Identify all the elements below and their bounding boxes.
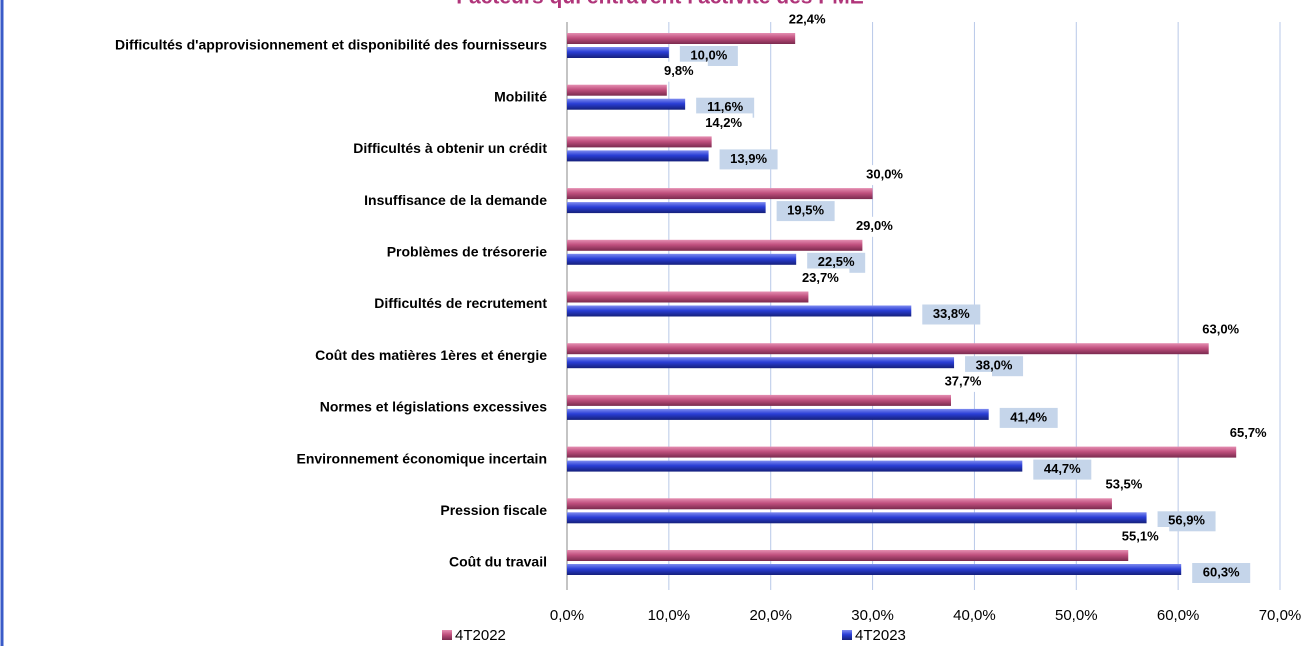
value-label-box bbox=[855, 165, 914, 186]
value-label-box bbox=[965, 356, 1024, 377]
value-label-box bbox=[1157, 511, 1216, 532]
value-label-box bbox=[1094, 475, 1153, 496]
value-label-box bbox=[1033, 459, 1092, 480]
value-label: 65,7% bbox=[1230, 425, 1267, 440]
value-label: 60,3% bbox=[1203, 564, 1240, 579]
value-label-box bbox=[1191, 320, 1250, 341]
value-label-box bbox=[934, 371, 993, 392]
value-label: 23,7% bbox=[802, 270, 839, 285]
bar bbox=[567, 188, 873, 200]
value-label: 10,0% bbox=[690, 47, 727, 62]
bar bbox=[567, 446, 1237, 458]
category-label: Pression fiscale bbox=[440, 502, 547, 518]
bar bbox=[567, 253, 797, 265]
category-label: Mobilité bbox=[494, 88, 547, 104]
bar bbox=[567, 291, 809, 303]
value-label: 53,5% bbox=[1105, 477, 1142, 492]
value-label: 37,7% bbox=[945, 373, 982, 388]
value-label-box bbox=[778, 10, 837, 30]
x-tick-label: 70,0% bbox=[1259, 607, 1302, 624]
category-label: Problèmes de trésorerie bbox=[387, 244, 548, 260]
value-label-box bbox=[1219, 423, 1278, 444]
bar bbox=[567, 239, 863, 251]
legend-swatch bbox=[842, 630, 852, 640]
bar bbox=[567, 305, 912, 317]
value-label: 11,6% bbox=[707, 99, 744, 114]
value-label-box bbox=[922, 304, 981, 325]
value-label-box bbox=[1192, 563, 1251, 583]
value-label: 63,0% bbox=[1202, 322, 1239, 337]
bar bbox=[567, 512, 1147, 524]
value-label: 33,8% bbox=[933, 306, 970, 321]
value-label: 22,4% bbox=[789, 11, 826, 26]
x-tick-label: 20,0% bbox=[749, 607, 792, 624]
x-tick-label: 0,0% bbox=[550, 607, 584, 624]
category-label: Insuffisance de la demande bbox=[364, 192, 547, 208]
x-tick-label: 30,0% bbox=[851, 607, 894, 624]
value-label: 44,7% bbox=[1044, 461, 1081, 476]
x-tick-label: 40,0% bbox=[953, 607, 996, 624]
bar bbox=[567, 408, 989, 420]
value-label: 9,8% bbox=[664, 63, 694, 78]
value-label: 29,0% bbox=[856, 218, 893, 233]
legend-swatch bbox=[442, 630, 452, 640]
value-label: 14,2% bbox=[705, 115, 742, 130]
bar bbox=[567, 498, 1112, 510]
category-label: Normes et législations excessives bbox=[320, 399, 547, 415]
legend-label: 4T2022 bbox=[455, 627, 506, 644]
value-label-box bbox=[807, 252, 866, 273]
category-label: Difficultés à obtenir un crédit bbox=[353, 140, 547, 156]
value-label: 22,5% bbox=[818, 254, 855, 269]
bar bbox=[567, 98, 686, 110]
x-tick-label: 10,0% bbox=[648, 607, 691, 624]
bar bbox=[567, 202, 766, 214]
value-label: 41,4% bbox=[1010, 409, 1047, 424]
value-label-box bbox=[694, 113, 753, 134]
chart-title: Facteurs qui entravent l'activité des PM… bbox=[456, 0, 864, 9]
category-label: Coût des matières 1ères et énergie bbox=[315, 347, 547, 363]
bar bbox=[567, 564, 1182, 575]
bar bbox=[567, 343, 1209, 355]
bar bbox=[567, 84, 667, 96]
bar bbox=[567, 136, 712, 148]
x-tick-label: 60,0% bbox=[1157, 607, 1200, 624]
value-label: 38,0% bbox=[976, 358, 1013, 373]
bar bbox=[567, 394, 952, 406]
value-label-box bbox=[776, 201, 835, 222]
value-label-box bbox=[791, 268, 850, 289]
bar bbox=[567, 357, 955, 369]
value-label: 13,9% bbox=[730, 151, 767, 166]
value-label: 55,1% bbox=[1122, 528, 1159, 543]
bar bbox=[567, 460, 1023, 472]
bar bbox=[567, 47, 669, 58]
value-label-box bbox=[1111, 527, 1170, 547]
value-label-box bbox=[649, 61, 708, 82]
value-label-box bbox=[719, 149, 778, 170]
category-label: Coût du travail bbox=[449, 554, 547, 570]
category-label: Difficultés d'approvisionnement et dispo… bbox=[115, 37, 547, 53]
bar bbox=[567, 33, 796, 44]
bar bbox=[567, 550, 1129, 561]
value-label-box bbox=[999, 407, 1058, 428]
value-label-box bbox=[679, 46, 738, 66]
value-label: 19,5% bbox=[787, 203, 824, 218]
bar bbox=[567, 150, 709, 162]
category-label: Difficultés de recrutement bbox=[374, 295, 547, 311]
value-label-box bbox=[696, 97, 755, 118]
legend-label: 4T2023 bbox=[855, 627, 906, 644]
value-label-box bbox=[845, 216, 904, 237]
value-label: 30,0% bbox=[866, 167, 903, 182]
value-label: 56,9% bbox=[1168, 513, 1205, 528]
x-tick-label: 50,0% bbox=[1055, 607, 1098, 624]
category-label: Environnement économique incertain bbox=[297, 450, 548, 466]
